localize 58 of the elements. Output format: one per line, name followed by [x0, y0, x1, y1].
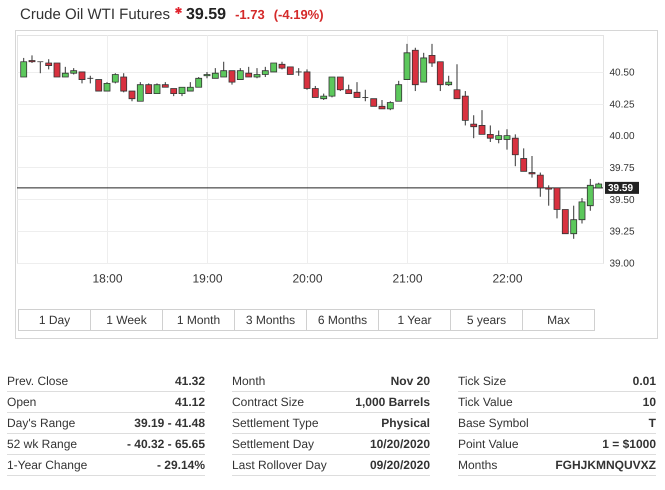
text: T	[648, 415, 656, 432]
text: (-4.19%)	[274, 7, 324, 22]
text: 0.01	[632, 373, 656, 390]
text: 1-Year Change	[7, 457, 88, 474]
chart-title: Crude Oil WTI Futures	[20, 6, 170, 23]
y-tick-label: 39.50	[610, 194, 635, 206]
text: 10/20/2020	[370, 436, 430, 453]
ref-line-label: 39.59	[608, 182, 634, 194]
candlestick	[112, 72, 119, 84]
x-tick-label: 22:00	[492, 272, 523, 286]
candlestick	[295, 68, 302, 76]
y-tick-label: 39.25	[610, 226, 635, 238]
text: Contract Size	[232, 394, 304, 411]
text: - 40.32 - 65.65	[126, 436, 205, 453]
text: Open	[7, 394, 36, 411]
x-tick-label: 18:00	[92, 272, 123, 286]
chart-subtitle: 39.59	[186, 6, 226, 23]
text: - 29.14%	[156, 457, 205, 474]
x-tick-label: 19:00	[192, 272, 223, 286]
text: 41.32	[174, 373, 205, 390]
candlestick	[362, 89, 369, 102]
text: 1 = $1000	[602, 436, 656, 453]
text: Point Value	[458, 436, 518, 453]
candlestick	[36, 61, 44, 74]
candlestick	[536, 172, 544, 198]
y-tick-label: 40.00	[610, 131, 635, 142]
text: 09/20/2020	[370, 457, 430, 474]
candlestick	[445, 75, 452, 86]
candlestick	[528, 156, 536, 178]
candlestick	[520, 148, 528, 172]
candlestick	[86, 75, 94, 84]
text: Base Symbol	[458, 415, 529, 432]
text: 52 wk Range	[7, 436, 78, 453]
text: Nov 20	[390, 373, 430, 390]
y-tick-label: 39.00	[610, 258, 635, 270]
x-tick-label: 20:00	[292, 272, 323, 286]
text: Settlement Type	[232, 415, 318, 432]
y-tick-label: 40.50	[610, 67, 635, 78]
text: 10	[642, 394, 656, 411]
y-tick-label: 39.75	[610, 162, 635, 174]
text: Month	[232, 373, 266, 390]
text: -1.73	[235, 7, 265, 22]
text: 1,000 Barrels	[355, 394, 430, 411]
text: Physical	[381, 415, 430, 432]
text: Prev. Close	[7, 373, 68, 390]
text: FGHJKMNQUVXZ	[555, 457, 656, 474]
text: Months	[458, 457, 498, 474]
text: 39.19 - 41.48	[134, 415, 205, 432]
text: 41.12	[174, 394, 205, 411]
x-tick-label: 21:00	[392, 272, 423, 286]
text: Tick Size	[458, 373, 506, 390]
text: Last Rollover Day	[232, 457, 327, 474]
text: Day's Range	[7, 415, 76, 432]
y-tick-label: 40.25	[610, 99, 635, 110]
text: Settlement Day	[232, 436, 314, 453]
candlestick	[395, 80, 402, 102]
candlestick	[195, 76, 202, 88]
text: Tick Value	[458, 394, 513, 411]
